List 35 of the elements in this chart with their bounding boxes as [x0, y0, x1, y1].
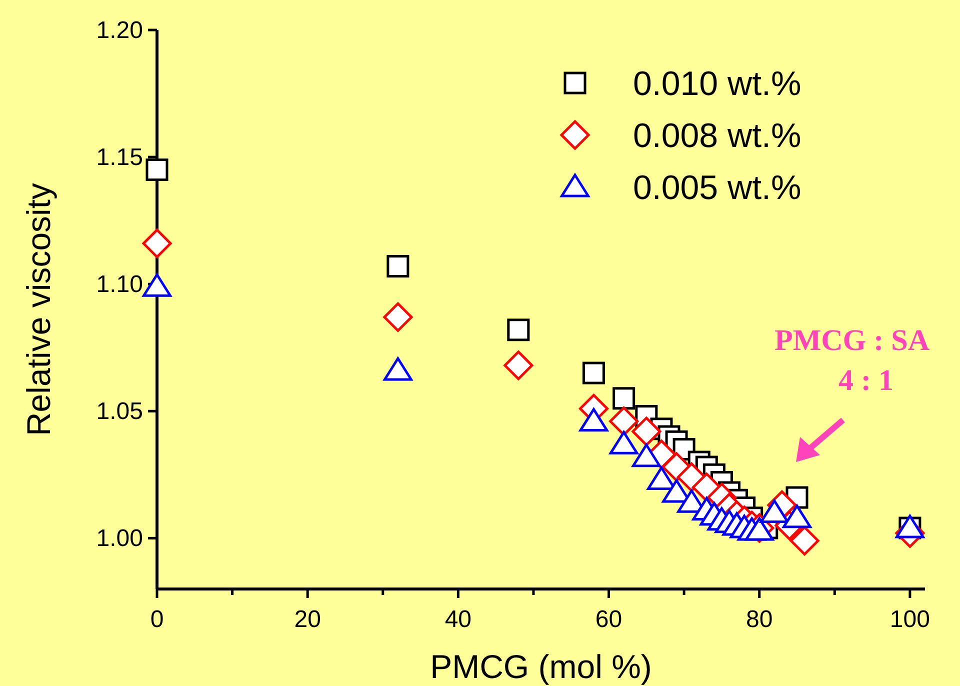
x-tick-label: 80: [746, 606, 773, 633]
legend-label: 0.005 wt.%: [633, 169, 802, 207]
y-axis-title: Relative viscosity: [20, 182, 57, 436]
point: [383, 357, 412, 381]
point: [582, 362, 605, 384]
x-tick-label: 0: [150, 606, 164, 633]
x-tick-label: 60: [595, 606, 622, 633]
legend-label: 0.010 wt.%: [633, 65, 802, 103]
point: [895, 514, 924, 538]
point: [507, 318, 530, 342]
point: [579, 408, 608, 432]
point: [782, 504, 812, 528]
annotation: PMCG : SA: [774, 324, 930, 357]
point: [609, 406, 639, 436]
point: [760, 500, 789, 524]
point: [609, 430, 638, 454]
annotation: 4 : 1: [838, 364, 894, 397]
y-tick-label: 1.20: [96, 17, 143, 44]
point: [383, 302, 413, 332]
x-axis-title: PMCG (mol %): [430, 648, 652, 685]
point: [632, 416, 662, 446]
x-tick-label: 40: [444, 606, 472, 633]
y-tick-label: 1.00: [96, 525, 143, 552]
point: [632, 444, 661, 468]
y-tick-label: 1.15: [96, 144, 143, 172]
point: [504, 350, 534, 380]
y-tick-label: 1.10: [96, 271, 143, 298]
x-tick-label: 20: [294, 606, 321, 633]
point: [386, 255, 410, 278]
point: [146, 158, 168, 181]
point: [142, 228, 172, 258]
point: [612, 387, 636, 410]
y-tick-label: 1.05: [96, 398, 143, 426]
x-tick-label: 100: [890, 606, 930, 633]
legend-label: 0.008 wt.%: [633, 117, 802, 155]
